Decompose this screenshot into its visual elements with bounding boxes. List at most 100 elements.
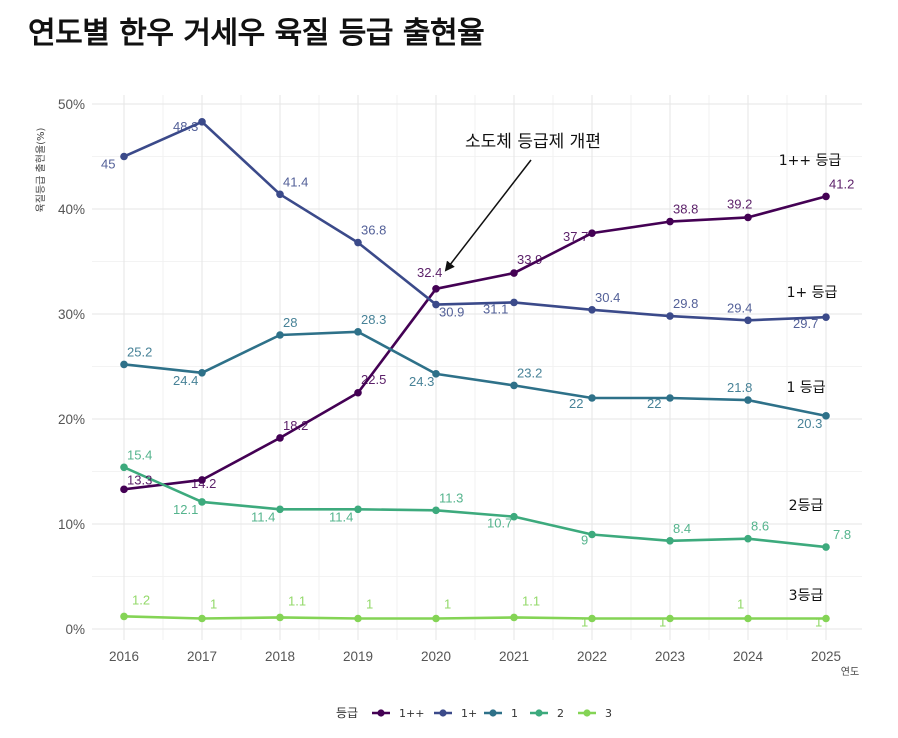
data-point bbox=[120, 463, 128, 472]
data-point bbox=[588, 530, 596, 539]
data-point bbox=[588, 306, 596, 314]
x-tick-label: 2024 bbox=[733, 649, 764, 664]
data-label: 29.4 bbox=[727, 300, 752, 315]
data-point bbox=[510, 512, 518, 521]
data-label: 41.4 bbox=[283, 174, 308, 189]
data-label: 45 bbox=[101, 157, 115, 172]
data-label: 28.3 bbox=[361, 312, 386, 327]
data-label: 7.8 bbox=[833, 527, 851, 542]
data-point bbox=[432, 300, 440, 309]
data-point bbox=[120, 360, 128, 369]
annotations: 소도체 등급제 개편 1++ 등급 1+ 등급 1 등급 2등급 3등급 bbox=[444, 132, 842, 604]
data-labels: 13.3 14.2 18.2 22.5 32.4 33.9 37.7 38.8 39.2 41.2… bbox=[101, 119, 854, 630]
data-label: 14.2 bbox=[191, 476, 216, 491]
data-label: 24.3 bbox=[409, 374, 434, 389]
data-label: 23.2 bbox=[517, 365, 542, 380]
legend-label: 1++ bbox=[399, 707, 424, 720]
legend-swatch-point bbox=[377, 709, 385, 717]
data-point bbox=[744, 316, 752, 325]
data-label: 21.8 bbox=[727, 380, 752, 395]
data-label: 22 bbox=[569, 396, 583, 411]
data-label: 24.4 bbox=[173, 373, 198, 388]
data-label: 1 bbox=[737, 597, 744, 612]
series-1plus bbox=[120, 118, 830, 325]
data-point bbox=[198, 498, 206, 506]
data-point bbox=[666, 614, 674, 623]
data-label: 1 bbox=[659, 615, 666, 630]
series-line bbox=[123, 120, 827, 322]
data-label: 1 bbox=[366, 597, 373, 612]
series-line bbox=[123, 615, 826, 620]
data-label: 20.3 bbox=[797, 416, 822, 431]
data-label: 25.2 bbox=[127, 344, 152, 359]
series-annotation: 1 등급 bbox=[786, 380, 825, 396]
data-point bbox=[510, 269, 518, 277]
legend-item: 3 bbox=[578, 707, 612, 720]
data-label: 10.7 bbox=[487, 516, 512, 531]
data-label: 39.2 bbox=[727, 196, 752, 211]
series-annotation: 1+ 등급 bbox=[787, 285, 838, 301]
data-point bbox=[276, 613, 284, 622]
x-axis-title: 연도 bbox=[841, 666, 859, 678]
data-label: 8.4 bbox=[673, 521, 691, 536]
data-label: 29.8 bbox=[673, 296, 698, 311]
y-tick-label: 10% bbox=[58, 517, 85, 532]
data-point bbox=[822, 614, 830, 623]
data-label: 22 bbox=[647, 396, 661, 411]
x-tick-label: 2023 bbox=[655, 649, 685, 664]
data-label: 12.1 bbox=[173, 502, 198, 517]
data-point bbox=[588, 614, 596, 623]
data-point bbox=[198, 369, 206, 377]
data-point bbox=[822, 543, 830, 551]
data-point bbox=[666, 312, 674, 320]
grading-reform-annotation: 소도체 등급제 개편 bbox=[465, 132, 601, 152]
series-2 bbox=[120, 463, 830, 551]
y-tick-label: 50% bbox=[58, 97, 85, 112]
series-annotation: 2등급 bbox=[789, 498, 824, 514]
data-label: 1 bbox=[815, 615, 822, 630]
data-label: 1 bbox=[444, 597, 451, 612]
data-point bbox=[510, 381, 518, 390]
x-tick-label: 2019 bbox=[343, 649, 373, 664]
x-tick-label: 2021 bbox=[499, 649, 529, 664]
data-label: 32.4 bbox=[417, 265, 442, 280]
legend-title: 등급 bbox=[336, 706, 358, 720]
data-label: 38.8 bbox=[673, 202, 698, 217]
x-tick-label: 2017 bbox=[187, 649, 217, 664]
data-point bbox=[822, 192, 830, 201]
data-point bbox=[276, 331, 284, 339]
chart-title: 연도별 한우 거세우 육질 등급 출현율 bbox=[28, 16, 485, 51]
data-label: 30.4 bbox=[595, 290, 620, 305]
series-line bbox=[123, 466, 827, 549]
data-label: 33.9 bbox=[517, 252, 542, 267]
legend-swatch-point bbox=[583, 709, 591, 717]
data-label: 1 bbox=[581, 615, 588, 630]
series-1plusplus bbox=[120, 192, 830, 494]
data-point bbox=[354, 328, 362, 336]
data-label: 37.7 bbox=[563, 229, 588, 244]
series-1 bbox=[120, 328, 830, 420]
data-point bbox=[432, 285, 440, 293]
legend-label: 3 bbox=[605, 707, 612, 720]
x-tick-label: 2022 bbox=[577, 649, 607, 664]
data-label: 36.8 bbox=[361, 223, 386, 238]
axes: 0% 10% 20% 30% 40% 50% 2016 2017 2018 2019 2020 202… bbox=[58, 97, 841, 664]
data-label: 30.9 bbox=[439, 305, 464, 320]
legend-item: 1+ bbox=[434, 707, 477, 720]
data-label: 13.3 bbox=[127, 472, 152, 487]
data-point bbox=[432, 506, 440, 515]
data-point bbox=[198, 118, 206, 126]
data-point bbox=[198, 476, 206, 484]
data-point bbox=[666, 394, 674, 402]
y-axis-title: 육질등급 출현율(%) bbox=[35, 127, 47, 212]
data-label: 9 bbox=[581, 533, 588, 548]
legend-label: 1+ bbox=[461, 707, 477, 720]
legend: 등급 1++ 1+ 1 2 3 bbox=[336, 706, 612, 720]
x-tick-label: 2018 bbox=[265, 649, 295, 664]
data-point bbox=[510, 298, 518, 307]
y-tick-label: 30% bbox=[58, 307, 85, 322]
data-point bbox=[744, 396, 752, 404]
series-annotation: 1++ 등급 bbox=[779, 153, 842, 169]
data-point bbox=[354, 505, 362, 514]
